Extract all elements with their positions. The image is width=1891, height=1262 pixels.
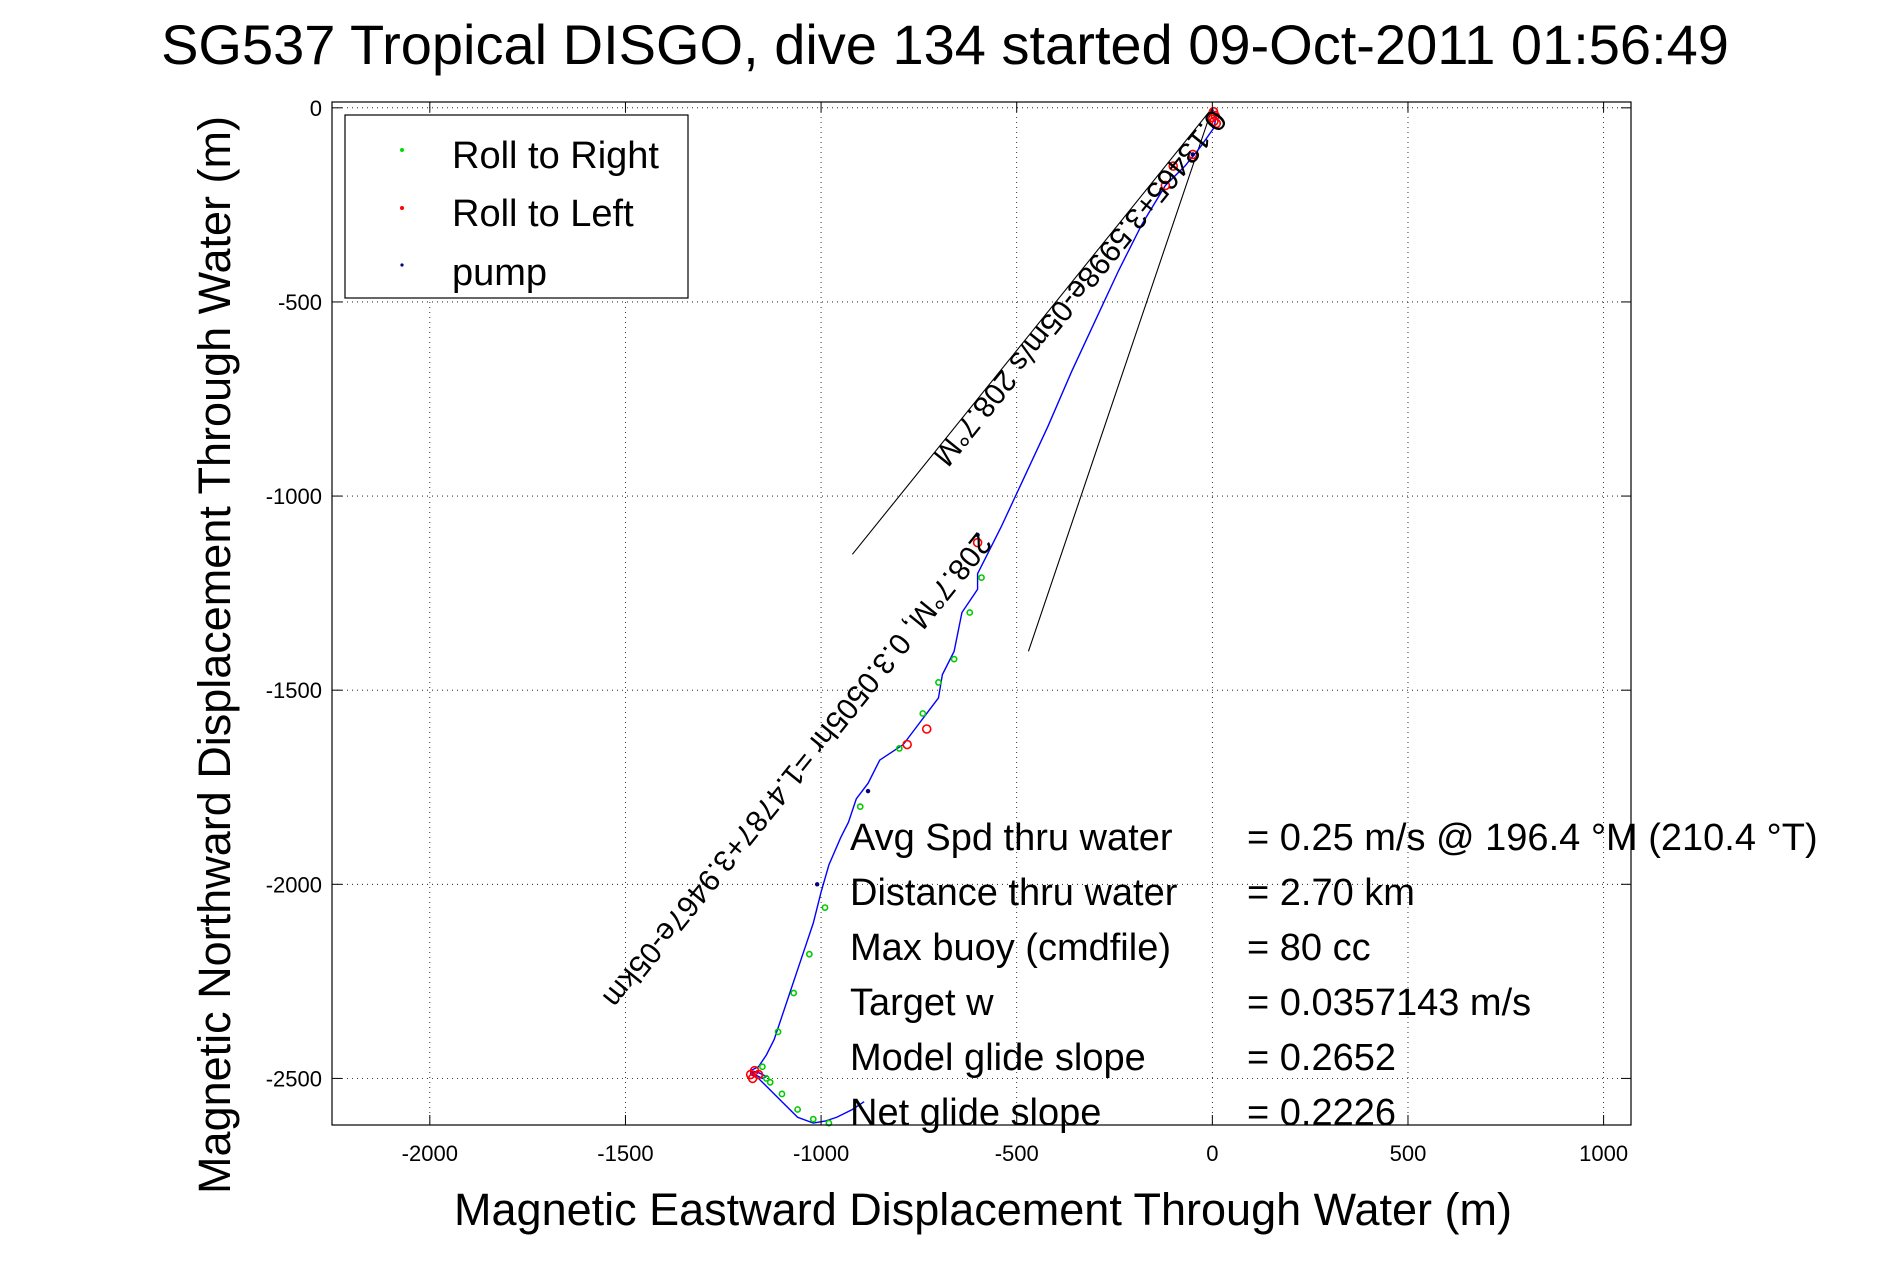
- roll-right-point: [794, 1106, 802, 1113]
- bearing-lines: [851, 107, 1213, 652]
- roll-right-point: [825, 1119, 833, 1127]
- plot-frame: [331, 101, 1632, 1126]
- stat-value-avg-speed: = 0.25 m/s @ 196.4 °M (210.4 °T): [1247, 817, 1818, 859]
- roll-right-point: [935, 679, 942, 686]
- bearing-line: [1027, 107, 1213, 652]
- roll-right-point: [805, 950, 813, 958]
- stat-value-max-buoy: = 80 cc: [1247, 927, 1371, 969]
- x-tick-label: -2000: [402, 1141, 458, 1166]
- y-tick-label: -1000: [266, 484, 322, 509]
- y-tick-label: -2000: [266, 872, 322, 897]
- roll-right-point: [950, 655, 958, 663]
- roll-left-point: [1160, 180, 1171, 191]
- roll-right-point: [978, 574, 985, 581]
- roll-right-point: [790, 989, 798, 997]
- roll-right-point: [762, 1075, 770, 1082]
- x-tick-label: 500: [1390, 1141, 1427, 1166]
- roll-right-point: [821, 904, 829, 911]
- roll-left-point: [902, 739, 912, 750]
- roll-right-point: [766, 1078, 774, 1086]
- stat-label-target-w: Target w: [850, 982, 994, 1024]
- roll-right-point: [895, 745, 903, 752]
- legend-label-pump: pump: [452, 252, 547, 294]
- stat-label-max-buoy: Max buoy (cmdfile): [850, 927, 1171, 969]
- roll-right-point: [809, 1115, 817, 1123]
- pump-point: [975, 532, 980, 538]
- legend: Roll to Right Roll to Left pump: [344, 114, 689, 299]
- stat-value-distance: = 2.70 km: [1247, 872, 1415, 914]
- legend-label-roll-left: Roll to Left: [452, 193, 634, 235]
- y-axis-label: Magnetic Northward Displacement Through …: [189, 116, 240, 1194]
- roll-left-point: [921, 724, 932, 734]
- roll-left-point: [1168, 161, 1179, 171]
- roll-right-point: [966, 609, 974, 616]
- y-tick-label: -1500: [266, 678, 322, 703]
- roll-right-point: [856, 803, 864, 811]
- legend-label-roll-right: Roll to Right: [452, 135, 659, 177]
- stat-value-model-glide: = 0.2652: [1247, 1037, 1396, 1079]
- y-tick-label: -500: [278, 290, 322, 315]
- y-tick-label: 0: [310, 96, 322, 121]
- markers: [745, 106, 1222, 1127]
- roll-left-point: [753, 1069, 764, 1080]
- x-tick-label: -1000: [793, 1141, 849, 1166]
- stat-label-distance: Distance thru water: [850, 872, 1178, 914]
- roll-right-point: [919, 710, 927, 717]
- x-axis-label: Magnetic Eastward Displacement Through W…: [454, 1184, 1512, 1235]
- stat-label-net-glide: Net glide slope: [850, 1092, 1101, 1134]
- bearing-line: [851, 107, 1213, 555]
- stat-value-net-glide: = 0.2226: [1247, 1092, 1396, 1134]
- stat-label-model-glide: Model glide slope: [850, 1037, 1146, 1079]
- pump-point: [865, 788, 871, 794]
- x-tick-label: -500: [995, 1141, 1039, 1166]
- roll-right-point: [778, 1090, 786, 1098]
- pump-point: [814, 882, 820, 887]
- roll-left-point: [1207, 112, 1218, 123]
- roll-right-point: [758, 1063, 766, 1071]
- stats-block: Avg Spd thru water = 0.25 m/s @ 196.4 °M…: [850, 817, 1818, 1134]
- roll-left-point: [1187, 149, 1198, 160]
- legend-marker-roll-left: [400, 206, 404, 210]
- x-axis: -2000 -1500 -1000 -500 0 500 1000: [402, 102, 1628, 1166]
- legend-marker-pump: [400, 263, 404, 267]
- pump-point: [1190, 152, 1195, 157]
- y-tick-label: -2500: [266, 1066, 322, 1091]
- roll-left-point: [972, 537, 983, 548]
- legend-marker-roll-right: [400, 148, 404, 152]
- chart-title: SG537 Tropical DISGO, dive 134 started 0…: [161, 13, 1729, 76]
- stat-value-target-w: = 0.0357143 m/s: [1247, 982, 1531, 1024]
- x-tick-label: -1500: [597, 1141, 653, 1166]
- x-tick-label: 1000: [1579, 1141, 1628, 1166]
- roll-right-point: [774, 1028, 782, 1036]
- stat-label-avg-speed: Avg Spd thru water: [850, 817, 1173, 859]
- y-axis: 0 -500 -1000 -1500 -2000 -2500: [266, 96, 1631, 1091]
- x-tick-label: 0: [1206, 1141, 1218, 1166]
